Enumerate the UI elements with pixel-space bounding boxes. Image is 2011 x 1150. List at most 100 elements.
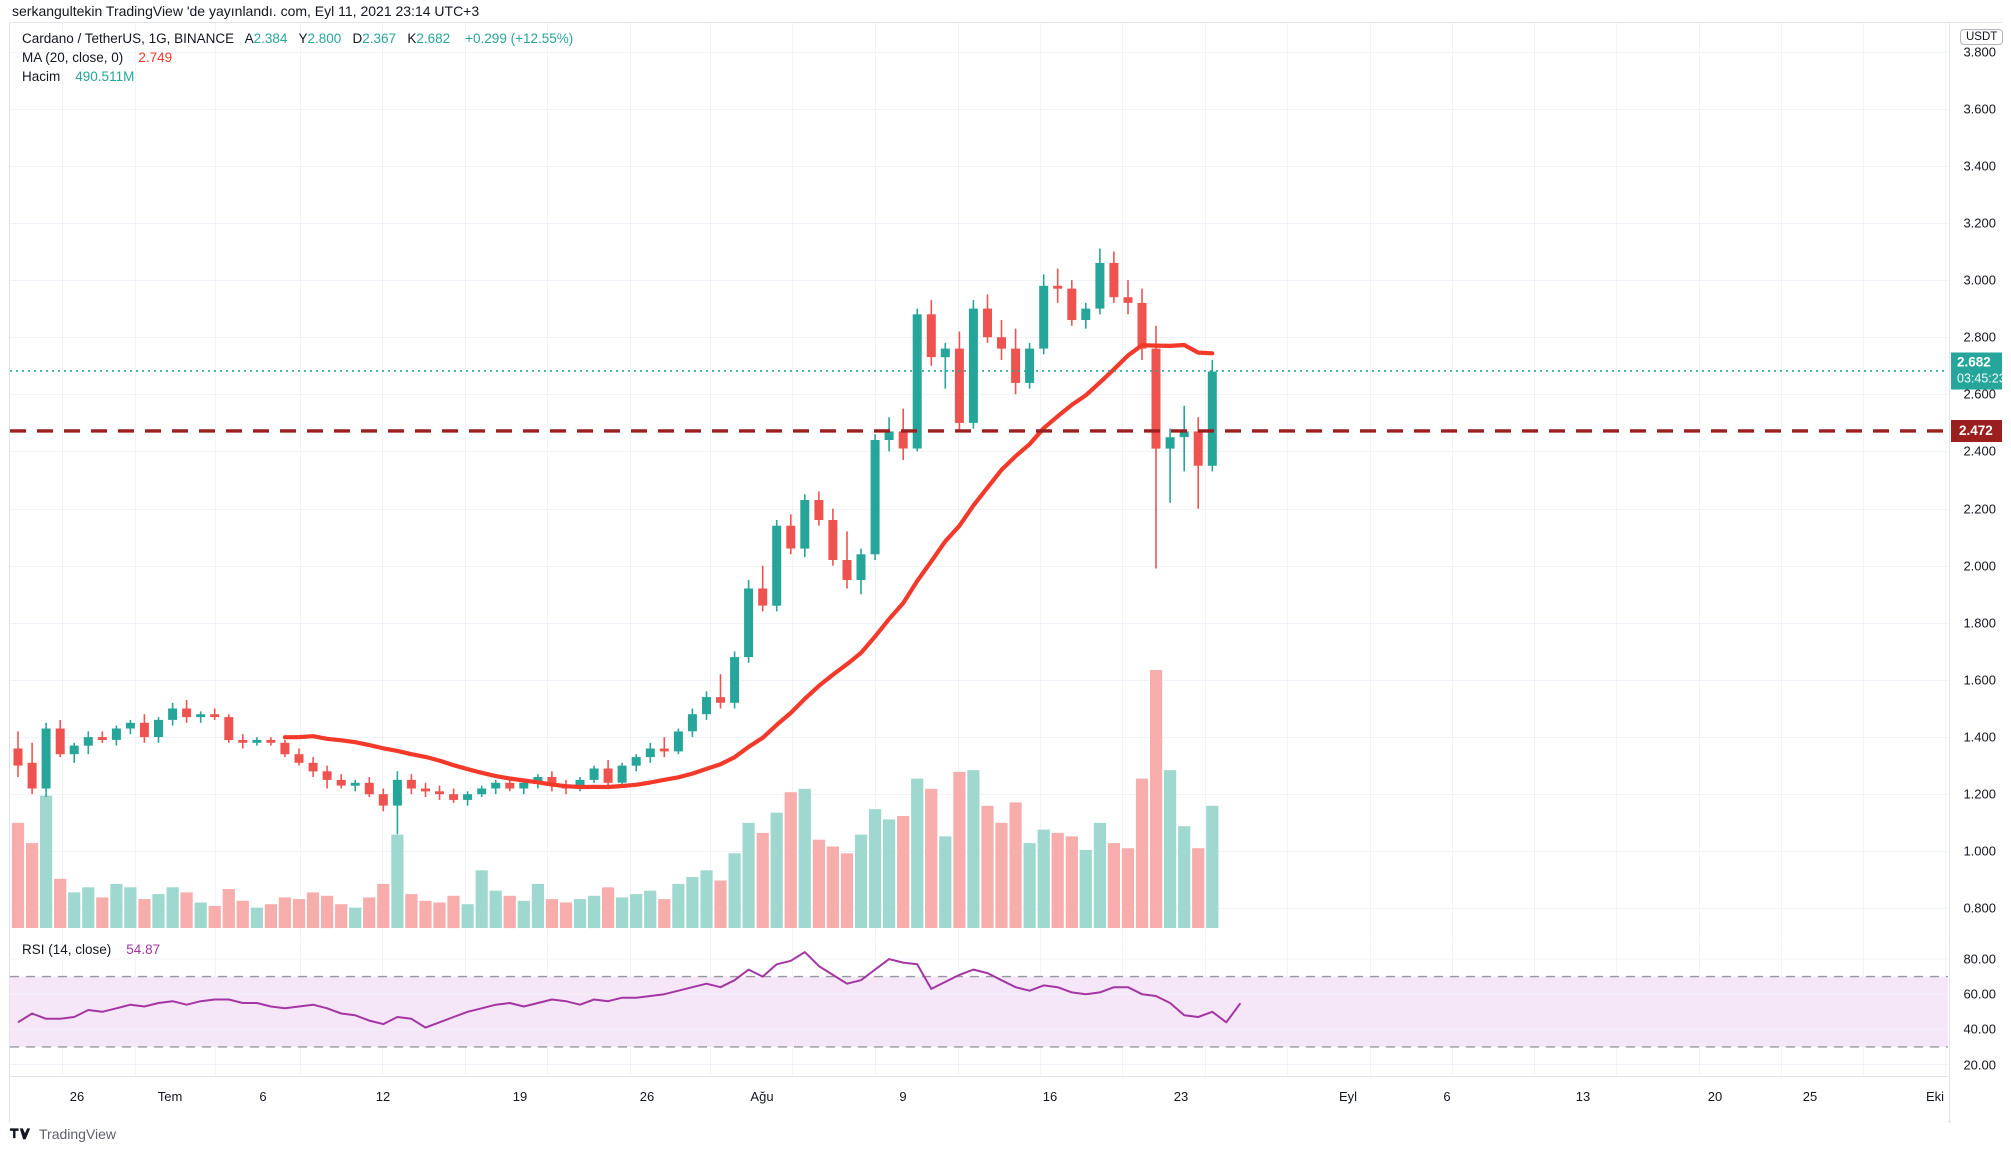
candle-body	[1039, 285, 1049, 349]
volume-bar	[869, 809, 882, 928]
candle-body	[659, 748, 669, 752]
volume-bar	[672, 883, 685, 928]
volume-bar	[939, 836, 952, 928]
volume-bar	[995, 822, 1008, 928]
time-tick-label: 23	[1173, 1089, 1189, 1104]
legend-symbol-row[interactable]: Cardano / TetherUS, 1G, BINANCE A2.384 Y…	[22, 29, 573, 48]
candle-body	[786, 525, 796, 549]
candle-body	[814, 500, 824, 520]
candle-body	[1025, 348, 1035, 383]
volume-bar	[559, 902, 573, 928]
volume-bar	[110, 883, 123, 928]
gridline-vertical	[1452, 23, 1453, 937]
candle-body	[139, 722, 149, 738]
volume-bar	[545, 899, 558, 928]
candle-body	[322, 771, 332, 780]
rsi-tick-label: 80.00	[1963, 951, 1996, 967]
candle-body	[1081, 308, 1091, 320]
candle-body	[1067, 288, 1077, 320]
legend-close-label: K	[407, 31, 417, 46]
volume-bar	[602, 887, 615, 928]
time-tick-label: Tem	[157, 1089, 183, 1104]
price-tick-label: 2.800	[1963, 329, 1996, 345]
legend-ma-row[interactable]: MA (20, close, 0) 2.749	[22, 48, 573, 67]
legend-volume-row[interactable]: Hacim 490.511M	[22, 67, 573, 86]
candle-body	[1053, 285, 1063, 289]
gridline-vertical	[135, 23, 136, 937]
volume-bar	[1079, 849, 1092, 928]
legend-ma-title: MA (20, close, 0)	[22, 50, 124, 65]
volume-bar	[391, 834, 404, 928]
price-axis[interactable]: USDT 3.800 3.600 3.400 3.200 3.000 2.800 2.600…	[1949, 23, 2006, 1123]
volume-bar	[1121, 848, 1135, 928]
candle-body	[491, 782, 501, 789]
time-tick-label: 25	[1802, 1089, 1818, 1104]
candle-body	[716, 697, 725, 703]
time-tick-label: 6	[1443, 1089, 1451, 1104]
alert-price-badge[interactable]: 2.472	[1951, 419, 2002, 442]
gridline-vertical	[792, 23, 793, 937]
candle-body	[912, 314, 922, 449]
candle-body	[1165, 437, 1175, 449]
price-pane[interactable]: Cardano / TetherUS, 1G, BINANCE A2.384 Y…	[10, 23, 1948, 937]
volume-bar	[363, 897, 376, 928]
volume-bar	[630, 894, 643, 928]
volume-bar	[447, 895, 460, 929]
candle-body	[1151, 348, 1161, 449]
candle-body	[69, 745, 79, 755]
gridline	[10, 51, 1948, 53]
volume-bar	[82, 887, 95, 928]
volume-bar	[194, 902, 207, 928]
time-tick-label: 26	[69, 1089, 85, 1104]
rsi-pane[interactable]: RSI (14, close) 54.87	[10, 938, 1948, 1075]
volume-bar	[1065, 836, 1078, 928]
legend-volume-value: 490.511M	[75, 69, 135, 84]
price-tick-label: 1.600	[1963, 672, 1996, 688]
candle-body	[828, 520, 838, 560]
volume-bar	[1037, 829, 1050, 928]
legend-close-value: 2.682	[416, 31, 451, 46]
gridline	[10, 622, 1948, 624]
candle-body	[687, 714, 697, 732]
rsi-legend[interactable]: RSI (14, close) 54.87	[22, 942, 160, 957]
rsi-plot	[10, 951, 1948, 1065]
candle-body	[294, 754, 304, 763]
currency-badge[interactable]: USDT	[1960, 29, 2004, 45]
gridline	[10, 679, 1948, 681]
gridline-vertical	[630, 23, 631, 937]
volume-bar	[742, 822, 755, 928]
volume-bar	[264, 904, 277, 928]
candle-body	[631, 757, 641, 766]
gridline	[10, 337, 1948, 339]
volume-bar	[292, 899, 306, 928]
price-tick-label: 3.400	[1963, 158, 1996, 174]
volume-bar	[475, 870, 488, 928]
volume-bar	[1192, 848, 1205, 928]
gridline-vertical	[1699, 23, 1700, 937]
last-price-badge[interactable]: 2.682 03:45:23	[1951, 352, 2006, 390]
time-axis[interactable]: 26 Tem 6 12 19 26 Ağu 9 16 23 Eyl 6 13 20 25 Eki	[10, 1076, 1948, 1122]
candle-body	[182, 708, 192, 718]
published-by-text: serkangultekin TradingView 'de yayınland…	[12, 3, 480, 19]
volume-bar	[419, 900, 432, 928]
volume-bar	[1178, 826, 1191, 928]
candle-body	[280, 742, 290, 755]
candle-body	[449, 794, 459, 800]
gridline-vertical	[465, 23, 466, 937]
volume-bar	[840, 853, 854, 928]
candle-body	[800, 500, 810, 549]
candle-body	[1109, 262, 1119, 298]
volume-bar	[26, 843, 39, 928]
legend-volume-title: Hacim	[22, 69, 61, 84]
volume-bar	[517, 900, 530, 928]
time-tick-label: Eki	[1925, 1089, 1945, 1104]
gridline-vertical	[1616, 23, 1617, 937]
volume-bar	[138, 899, 151, 928]
rsi-legend-title: RSI (14, close)	[22, 942, 112, 957]
candle-body	[1179, 431, 1189, 438]
volume-bar	[644, 890, 657, 928]
candle-body	[336, 779, 346, 786]
gridline-vertical	[710, 23, 711, 937]
volume-bar	[278, 897, 291, 928]
gridline	[10, 108, 1948, 110]
